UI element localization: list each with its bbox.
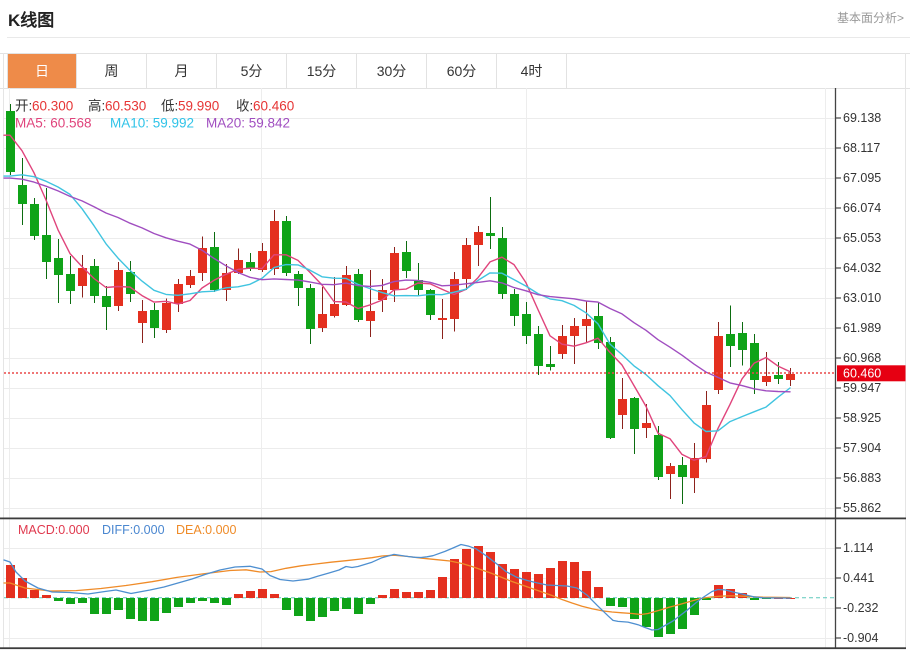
svg-text:60.968: 60.968: [843, 351, 881, 365]
svg-text:63.010: 63.010: [843, 291, 881, 305]
svg-text:61.989: 61.989: [843, 321, 881, 335]
svg-text:67.095: 67.095: [843, 171, 881, 185]
svg-text:59.947: 59.947: [843, 381, 881, 395]
svg-text:69.138: 69.138: [843, 111, 881, 125]
svg-text:66.074: 66.074: [843, 201, 881, 215]
svg-text:56.883: 56.883: [843, 471, 881, 485]
svg-text:57.904: 57.904: [843, 441, 881, 455]
svg-text:-0.232: -0.232: [843, 601, 878, 615]
svg-text:1.114: 1.114: [843, 541, 873, 555]
svg-text:-0.904: -0.904: [843, 631, 878, 645]
svg-text:55.862: 55.862: [843, 501, 881, 515]
svg-text:68.117: 68.117: [843, 141, 880, 155]
svg-text:0.441: 0.441: [843, 571, 874, 585]
svg-text:65.053: 65.053: [843, 231, 881, 245]
svg-text:60.460: 60.460: [843, 367, 881, 381]
svg-text:58.925: 58.925: [843, 411, 881, 425]
svg-text:64.032: 64.032: [843, 261, 881, 275]
